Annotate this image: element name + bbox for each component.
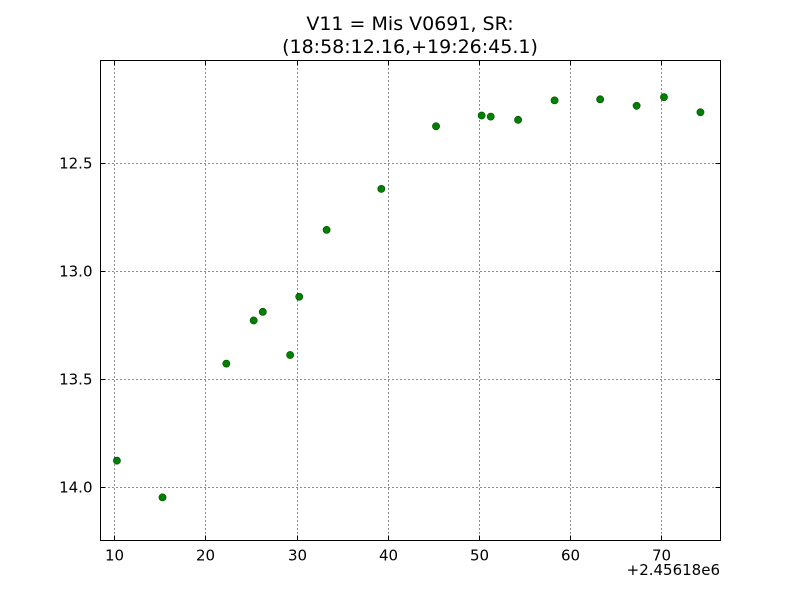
data-point [660,93,668,102]
data-points-layer [113,93,705,502]
data-point [432,122,440,131]
x-tick-label: 40 [379,547,398,565]
data-point [632,101,641,110]
tick-label-layer: 10 20 30 40 50 60 70 12.5 13.0 13.5 14.0 [59,155,671,565]
x-tick-label: 30 [288,547,307,565]
data-point [550,96,559,105]
data-point [596,95,605,104]
y-tick-label: 13.5 [59,371,92,389]
y-tick-label: 13.0 [59,263,92,281]
data-point [295,292,304,301]
chart-title: V11 = Mis V0691, SR: [306,13,513,35]
data-point [322,225,331,234]
x-tick-label: 60 [561,547,580,565]
grid-layer [100,60,721,541]
x-tick-label: 70 [652,547,671,565]
y-tick-label: 12.5 [59,155,92,173]
x-tick-label: 20 [196,547,215,565]
y-tick-label: 14.0 [59,479,92,497]
data-point [222,359,231,368]
x-tick-label: 50 [470,547,489,565]
x-tick-label: 10 [105,547,124,565]
data-point [514,115,522,124]
data-point [477,111,486,120]
data-point [286,351,295,359]
data-point [377,184,386,193]
data-point [258,307,267,316]
data-point [113,456,121,465]
data-point [249,316,258,325]
data-point [696,108,705,117]
plot-frame [100,60,721,541]
data-point [158,493,167,502]
tick-layer [100,60,721,541]
x-offset-label: +2.45618e6 [627,561,720,579]
data-point [486,112,495,121]
chart-subtitle: (18:58:12.16,+19:26:45.1) [282,36,538,58]
